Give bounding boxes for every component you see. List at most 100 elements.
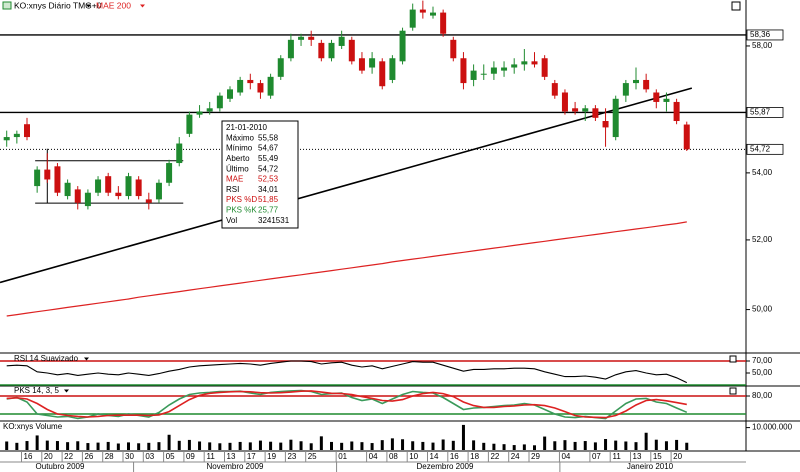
volume-bar bbox=[533, 445, 536, 450]
candle-body bbox=[673, 101, 680, 122]
volume-bar bbox=[370, 443, 374, 450]
volume-bar bbox=[289, 439, 293, 450]
candle-body bbox=[501, 67, 508, 71]
volume-bar bbox=[269, 441, 273, 450]
y-tick-label: 58,00 bbox=[752, 41, 773, 50]
y-tick-label: 10.000.000 bbox=[752, 423, 793, 432]
x-tick-label: 16 bbox=[24, 452, 33, 461]
volume-bar bbox=[685, 442, 689, 450]
y-tick-label: 70,00 bbox=[752, 356, 773, 365]
volume-bar bbox=[583, 441, 587, 450]
info-value: 55,58 bbox=[258, 133, 279, 142]
x-tick-label: 11 bbox=[207, 452, 216, 461]
month-label: Novembro 2009 bbox=[207, 462, 264, 471]
x-tick-label: 16 bbox=[450, 452, 459, 461]
info-label: Último bbox=[226, 164, 249, 173]
candle-body bbox=[115, 192, 122, 197]
candle-body bbox=[105, 176, 112, 193]
x-tick-label: 04 bbox=[561, 452, 570, 461]
candle-body bbox=[663, 98, 670, 102]
x-tick-label: 22 bbox=[64, 452, 73, 461]
candle-body bbox=[328, 42, 335, 59]
volume-bar bbox=[86, 443, 90, 450]
candle-body bbox=[267, 76, 274, 96]
volume-bar bbox=[228, 442, 232, 450]
price-label-box bbox=[746, 29, 784, 41]
x-tick-label: 04 bbox=[369, 452, 378, 461]
info-box-frame bbox=[221, 120, 299, 229]
volume-bar bbox=[218, 443, 222, 450]
candle-body bbox=[74, 189, 81, 203]
panel-button[interactable] bbox=[729, 355, 737, 363]
info-label: PKS %D bbox=[226, 195, 257, 204]
candle-body bbox=[186, 114, 193, 134]
price-label: 54,72 bbox=[750, 144, 771, 153]
volume-bar bbox=[421, 441, 425, 450]
candle-body bbox=[155, 182, 162, 200]
dropdown-icon[interactable] bbox=[140, 4, 145, 8]
candle-body bbox=[318, 42, 325, 59]
info-value: 54,72 bbox=[258, 164, 279, 173]
dropdown-icon[interactable] bbox=[64, 389, 69, 393]
volume-bar bbox=[187, 439, 191, 450]
x-tick-label: 29 bbox=[531, 452, 540, 461]
x-tick-label: 23 bbox=[287, 452, 296, 461]
volume-bar bbox=[390, 438, 394, 450]
candle-body bbox=[430, 12, 436, 16]
price-label-box bbox=[746, 107, 784, 118]
x-tick-label: 22 bbox=[490, 452, 499, 461]
volume-bar bbox=[543, 436, 547, 450]
month-label: Outubro 2009 bbox=[36, 462, 85, 471]
candle-body bbox=[572, 108, 579, 112]
candle-body bbox=[470, 70, 477, 80]
trendline bbox=[0, 87, 693, 284]
volume-bar bbox=[35, 435, 39, 450]
price-label-box bbox=[746, 143, 784, 155]
dropdown-icon[interactable] bbox=[86, 4, 91, 8]
candle-body bbox=[166, 163, 173, 183]
candle-body bbox=[277, 58, 284, 77]
dropdown-icon[interactable] bbox=[84, 357, 89, 361]
candle-body bbox=[298, 36, 305, 40]
candle-body bbox=[24, 124, 30, 138]
info-label: RSI bbox=[226, 185, 239, 194]
candle-body bbox=[582, 108, 589, 112]
volume-bar bbox=[15, 442, 19, 450]
month-label: Dezembro 2009 bbox=[417, 462, 474, 471]
candle-body bbox=[622, 83, 629, 96]
candle-body bbox=[399, 30, 406, 62]
x-tick-label: 13 bbox=[633, 452, 642, 461]
indicator-line bbox=[6, 390, 687, 419]
candle-body bbox=[54, 166, 61, 193]
volume-bar bbox=[644, 432, 648, 450]
indicator-name: MAE 200 bbox=[96, 0, 131, 10]
symbol-icon bbox=[2, 1, 12, 10]
volume-bar bbox=[177, 440, 181, 450]
candle-body bbox=[511, 64, 518, 68]
volume-bar bbox=[573, 441, 577, 450]
y-tick-label: 54,00 bbox=[752, 168, 773, 177]
info-label: Mínimo bbox=[226, 144, 253, 153]
x-tick-label: 30 bbox=[125, 452, 134, 461]
chart-title: KO:xnys Diário TMG+0 bbox=[14, 0, 102, 10]
info-value: 25,77 bbox=[258, 206, 279, 215]
price-label: 58,36 bbox=[750, 30, 771, 39]
volume-bar bbox=[614, 440, 618, 450]
volume-bar bbox=[431, 442, 435, 450]
y-tick-label: 50,00 bbox=[752, 368, 773, 377]
info-date: 21-01-2010 bbox=[226, 123, 267, 132]
candle-body bbox=[389, 58, 396, 80]
candle-body bbox=[196, 111, 203, 115]
candle-body bbox=[34, 169, 41, 187]
x-tick-label: 14 bbox=[430, 452, 439, 461]
candle-body bbox=[440, 12, 447, 34]
x-tick-label: 10 bbox=[409, 452, 418, 461]
candle-body bbox=[125, 176, 132, 197]
close-button[interactable] bbox=[731, 1, 741, 11]
x-tick-label: 15 bbox=[653, 452, 662, 461]
volume-bar bbox=[55, 441, 59, 450]
candle-body bbox=[257, 83, 264, 93]
panel-button[interactable] bbox=[729, 387, 737, 395]
candle-body bbox=[643, 79, 650, 90]
